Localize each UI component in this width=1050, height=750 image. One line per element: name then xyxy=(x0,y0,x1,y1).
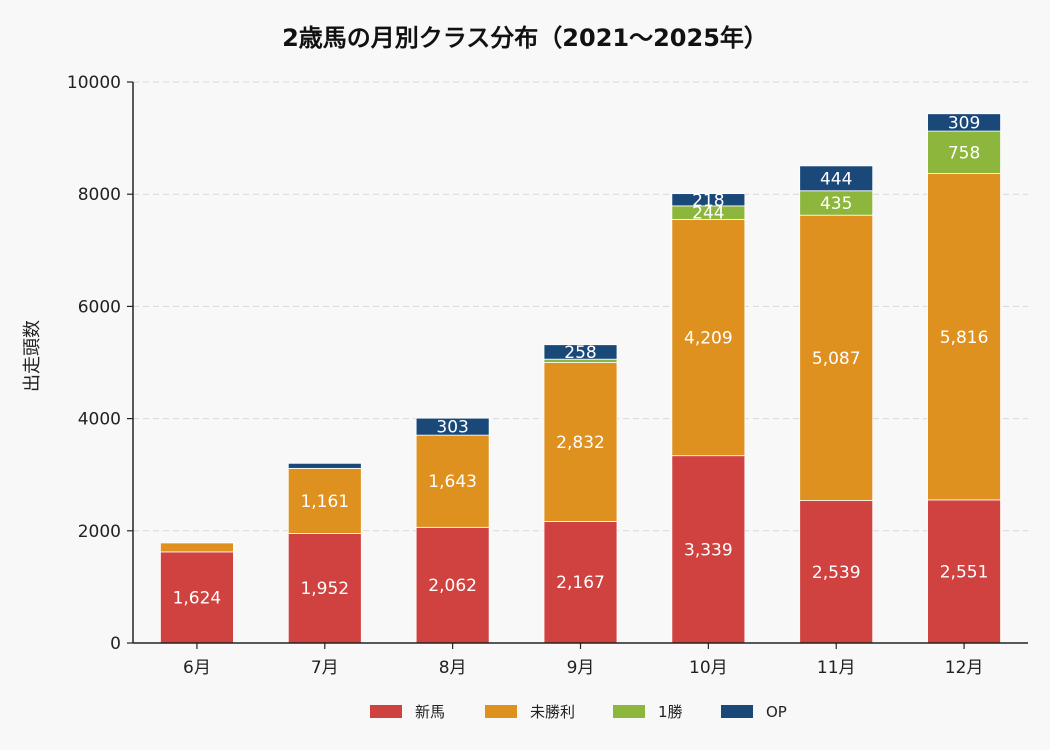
data-label: 2,539 xyxy=(812,563,861,583)
data-label: 5,087 xyxy=(812,349,861,369)
bar-segment xyxy=(799,214,874,501)
legend-swatch xyxy=(613,705,645,718)
legend-label: 未勝利 xyxy=(530,703,575,721)
y-tick-label: 6000 xyxy=(78,297,121,317)
bar-segment xyxy=(799,500,874,644)
data-label: 444 xyxy=(820,169,852,189)
y-axis-label: 出走頭数 xyxy=(22,320,43,392)
legend-label: 1勝 xyxy=(658,703,683,721)
data-label: 435 xyxy=(820,194,852,214)
data-label: 244 xyxy=(692,204,724,224)
y-tick-label: 10000 xyxy=(67,73,121,93)
bar-segment xyxy=(415,417,490,436)
y-tick-label: 4000 xyxy=(78,410,121,430)
bar-segment xyxy=(287,533,362,644)
x-tick-label: 11月 xyxy=(817,658,856,678)
bar-segment xyxy=(543,344,618,360)
data-label: 2,167 xyxy=(556,573,605,593)
bar-segment xyxy=(543,521,618,644)
legend-swatch xyxy=(485,705,517,718)
bar-segment xyxy=(160,542,234,553)
bar-segment xyxy=(671,193,746,207)
x-ticks: 6月 7月 8月 9月 10月 11月 12月 xyxy=(183,643,983,678)
bar-segment xyxy=(927,173,1001,501)
x-tick-label: 10月 xyxy=(689,658,728,678)
data-label: 303 xyxy=(436,418,468,438)
y-tick-label: 8000 xyxy=(78,185,121,205)
x-tick-label: 6月 xyxy=(183,658,211,678)
data-label: 1,624 xyxy=(173,588,222,608)
bars: 1,624 1,952 1,161 2,062 1,643 303 2,167 2,832 25… xyxy=(160,113,1001,644)
bar-segment xyxy=(160,551,234,644)
gridlines xyxy=(133,81,1028,532)
data-label: 258 xyxy=(564,343,596,363)
x-tick-label: 7月 xyxy=(311,658,339,678)
x-tick-label: 12月 xyxy=(945,658,984,678)
chart-title: 2歳馬の月別クラス分布（2021〜2025年） xyxy=(282,24,768,52)
legend-label: OP xyxy=(766,703,787,721)
legend-swatch xyxy=(370,705,402,718)
bar-segment xyxy=(287,467,362,534)
x-tick-label: 8月 xyxy=(439,658,467,678)
data-label: 5,816 xyxy=(940,328,989,348)
legend: 新馬 未勝利 1勝 OP xyxy=(370,703,787,721)
x-tick-label: 9月 xyxy=(567,658,595,678)
data-label: 1,643 xyxy=(428,472,477,492)
bar-segment xyxy=(543,362,618,522)
bar-segment xyxy=(799,165,874,192)
data-label: 3,339 xyxy=(684,540,733,560)
data-label: 1,952 xyxy=(300,579,349,599)
data-label: 2,062 xyxy=(428,576,477,596)
data-label: 309 xyxy=(948,113,980,133)
y-tick-label: 2000 xyxy=(78,522,121,542)
legend-label: 新馬 xyxy=(415,703,445,721)
bar-segment xyxy=(671,219,746,457)
data-label: 4,209 xyxy=(684,329,733,349)
bar-segment xyxy=(287,462,362,469)
data-label: 1,161 xyxy=(300,492,349,512)
data-label: 2,832 xyxy=(556,433,605,453)
data-label: 758 xyxy=(948,143,980,163)
data-label: 2,551 xyxy=(940,562,989,582)
legend-swatch xyxy=(721,705,753,718)
bar-segment xyxy=(927,113,1001,132)
y-tick-label: 0 xyxy=(110,634,121,654)
bar-segment xyxy=(799,190,874,216)
bar-segment xyxy=(415,434,490,528)
bar-segment xyxy=(927,499,1001,644)
bar-segment xyxy=(927,130,1001,175)
y-ticks: 0 2000 4000 6000 8000 10000 xyxy=(67,73,133,654)
data-label: 218 xyxy=(692,191,724,211)
